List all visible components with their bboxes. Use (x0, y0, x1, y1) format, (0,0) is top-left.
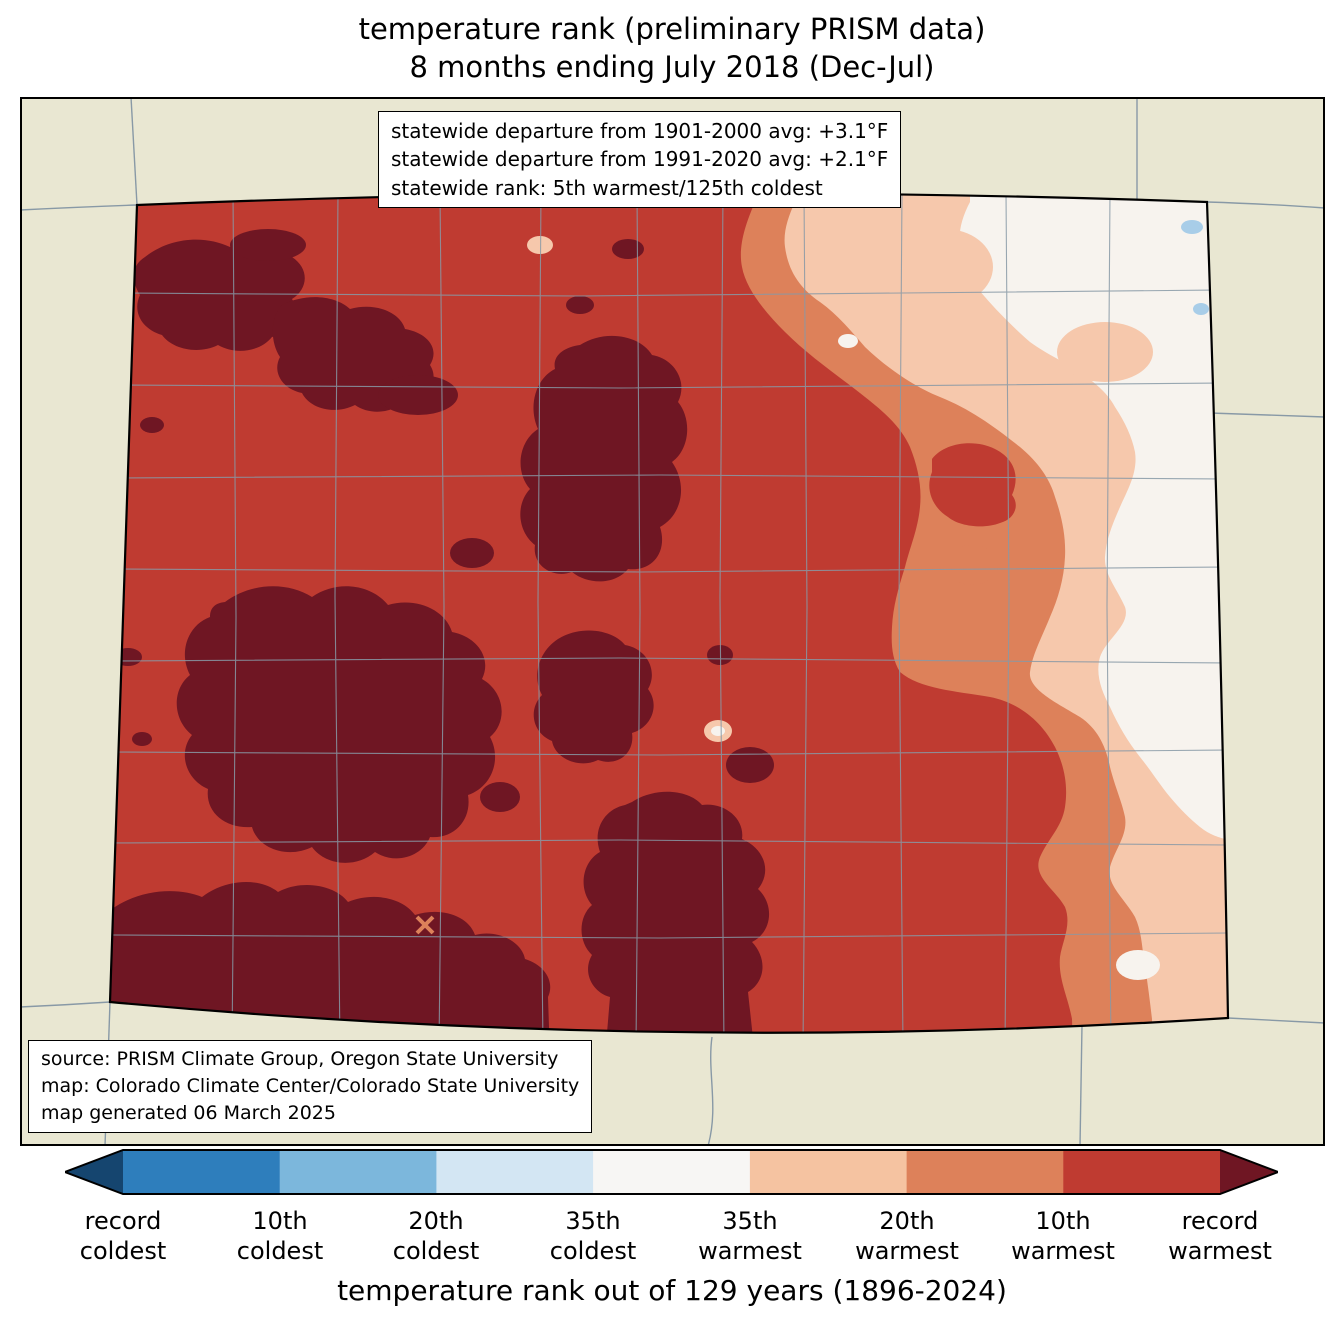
colorbar-label-20th-coldest: 20th coldest (392, 1207, 480, 1266)
colorbar-outline (65, 1149, 1278, 1195)
colorbar-label-35th-warmest: 35th warmest (698, 1207, 802, 1266)
stats-line-3: statewide rank: 5th warmest/125th coldes… (391, 175, 823, 200)
red-blob-east (929, 443, 1016, 527)
colorbar-arrow-right (1220, 1150, 1278, 1194)
colorbar-caption: temperature rank out of 129 years (1896-… (337, 1274, 1007, 1307)
source-line-2: map: Colorado Climate Center/Colorado St… (41, 1074, 580, 1097)
map-canvas (20, 97, 1325, 1146)
rank-region-white (959, 193, 1228, 842)
colorbar-label-record-coldest: record coldest (79, 1207, 167, 1266)
map-frame (20, 97, 1325, 1146)
title-line-1: temperature rank (preliminary PRISM data… (358, 12, 986, 46)
white-speck-1 (838, 334, 858, 348)
state-fill-layers (110, 193, 1228, 1033)
colorbar-segment-5 (749, 1150, 907, 1194)
colorbar (65, 1149, 1278, 1195)
pink-patch-1 (897, 229, 993, 305)
colorbar-segment-6 (906, 1150, 1064, 1194)
salmon-patch-east (946, 545, 998, 585)
colorbar-segment-1 (123, 1150, 280, 1194)
colorbar-segment-3 (436, 1150, 594, 1194)
cool-speck-2 (1193, 303, 1209, 315)
colorbar-label-35th-coldest: 35th coldest (549, 1207, 637, 1266)
colorbar-arrow-left (65, 1150, 123, 1194)
title-line-2: 8 months ending July 2018 (Dec-Jul) (409, 50, 935, 85)
source-line-1: source: PRISM Climate Group, Oregon Stat… (41, 1048, 559, 1070)
station-x-mark (415, 915, 435, 935)
county-lines (110, 193, 1228, 1033)
stats-line-2: statewide departure from 1991-2020 avg: … (391, 147, 889, 172)
stats-box: statewide departure from 1901-2000 avg: … (378, 111, 902, 209)
colorbar-segment-4 (593, 1150, 751, 1194)
colorbar-label-record-warmest: record warmest (1168, 1207, 1272, 1266)
colorbar-label-10th-coldest: 10th coldest (236, 1207, 324, 1266)
colorbar-label-10th-warmest: 10th warmest (1011, 1207, 1115, 1266)
colorbar-segment-2 (279, 1150, 437, 1194)
source-line-3: map generated 06 March 2025 (41, 1101, 336, 1124)
source-box: source: PRISM Climate Group, Oregon Stat… (28, 1040, 593, 1133)
pink-patch-2 (1057, 322, 1153, 382)
peach-spot-north (527, 236, 553, 254)
white-spot-center (711, 726, 725, 736)
white-pocket-southeast (1116, 950, 1160, 980)
colorbar-label-20th-warmest: 20th warmest (855, 1207, 959, 1266)
cool-speck-1 (1181, 220, 1203, 234)
stats-line-1: statewide departure from 1901-2000 avg: … (391, 119, 889, 143)
colorbar-segment-7 (1063, 1150, 1220, 1194)
figure-title: temperature rank (preliminary PRISM data… (0, 10, 1344, 87)
